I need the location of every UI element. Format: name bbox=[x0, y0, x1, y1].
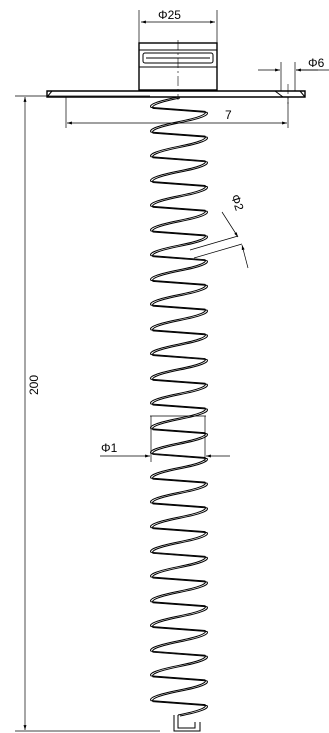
coil-pitch-dimension: Φ2 bbox=[189, 193, 249, 269]
flange-offset-label: 7 bbox=[225, 108, 232, 122]
coil-wire-inner-edge bbox=[152, 97, 208, 717]
cap-diameter-dimension: Φ25 bbox=[138, 8, 218, 43]
bottom-hook bbox=[173, 715, 201, 732]
coil-pitch-label: Φ2 bbox=[228, 193, 246, 213]
overall-length-label: 200 bbox=[27, 375, 41, 395]
cap-diameter-label: Φ25 bbox=[158, 8, 181, 22]
wire-diameter-dimension: Φ1 bbox=[100, 415, 230, 462]
coil-spring bbox=[150, 96, 208, 717]
hole-diameter-label: Φ6 bbox=[308, 56, 325, 70]
coil-wire-outer-edge bbox=[150, 96, 206, 716]
hole-diameter-dimension: Φ6 bbox=[258, 56, 329, 91]
wire-diameter-label: Φ1 bbox=[101, 441, 118, 455]
flange-plate bbox=[46, 84, 306, 104]
overall-length-dimension: 200 bbox=[15, 95, 160, 732]
